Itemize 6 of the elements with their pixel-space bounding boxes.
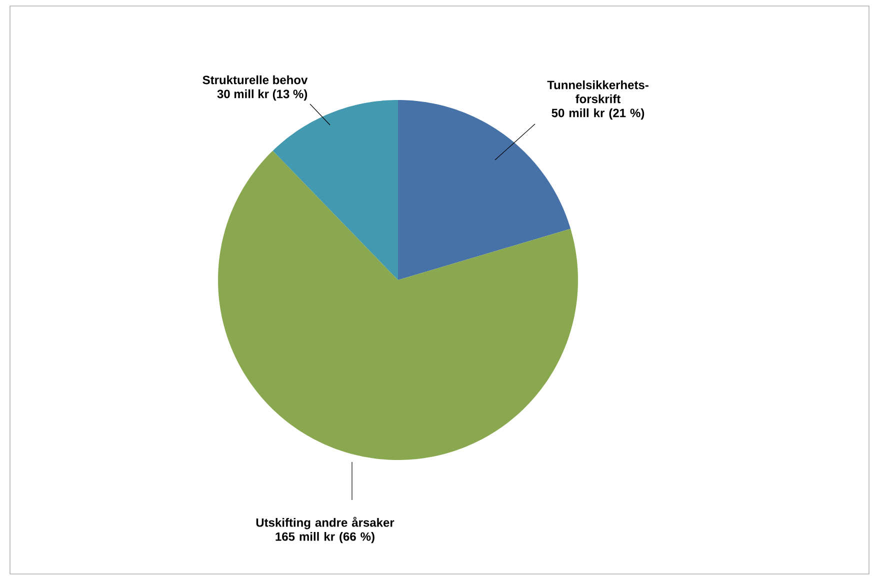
- data-label: 50 mill kr (21 %): [552, 108, 644, 120]
- slice-label: Utskifting andre årsaker: [256, 516, 394, 530]
- data-label: 30 mill kr (13 %): [217, 89, 308, 101]
- slice-label: Strukturelle behov: [202, 75, 308, 84]
- slice-label: Tunnelsikkerhets-forskrift: [547, 80, 648, 104]
- data-label: 165 mill kr (66 %): [276, 532, 374, 544]
